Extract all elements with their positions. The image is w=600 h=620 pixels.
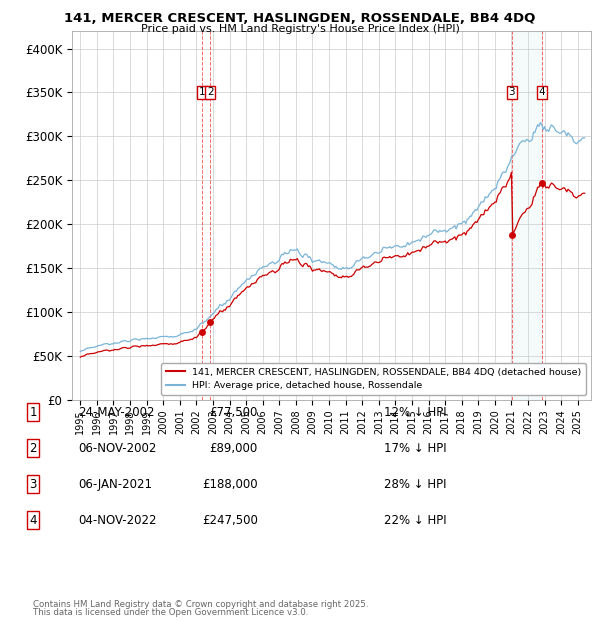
Text: £247,500: £247,500 <box>202 514 258 526</box>
Text: 4: 4 <box>29 514 37 526</box>
Text: This data is licensed under the Open Government Licence v3.0.: This data is licensed under the Open Gov… <box>33 608 308 617</box>
Text: Contains HM Land Registry data © Crown copyright and database right 2025.: Contains HM Land Registry data © Crown c… <box>33 600 368 609</box>
Legend: 141, MERCER CRESCENT, HASLINGDEN, ROSSENDALE, BB4 4DQ (detached house), HPI: Ave: 141, MERCER CRESCENT, HASLINGDEN, ROSSEN… <box>161 363 586 395</box>
Text: £188,000: £188,000 <box>202 478 258 490</box>
Text: 3: 3 <box>29 478 37 490</box>
Text: 17% ↓ HPI: 17% ↓ HPI <box>384 442 446 454</box>
Text: 3: 3 <box>508 87 515 97</box>
Bar <box>512 31 542 400</box>
Text: 4: 4 <box>539 87 545 97</box>
Text: 1: 1 <box>29 406 37 419</box>
Text: 1: 1 <box>199 87 206 97</box>
Text: 22% ↓ HPI: 22% ↓ HPI <box>384 514 446 526</box>
Text: 24-MAY-2002: 24-MAY-2002 <box>78 406 155 419</box>
Text: 06-JAN-2021: 06-JAN-2021 <box>78 478 152 490</box>
Text: 28% ↓ HPI: 28% ↓ HPI <box>384 478 446 490</box>
Text: Price paid vs. HM Land Registry's House Price Index (HPI): Price paid vs. HM Land Registry's House … <box>140 24 460 33</box>
Text: 2: 2 <box>29 442 37 454</box>
Text: 2: 2 <box>207 87 214 97</box>
Text: 04-NOV-2022: 04-NOV-2022 <box>78 514 157 526</box>
Text: 06-NOV-2002: 06-NOV-2002 <box>78 442 157 454</box>
Text: 12% ↓ HPI: 12% ↓ HPI <box>384 406 446 419</box>
Text: 141, MERCER CRESCENT, HASLINGDEN, ROSSENDALE, BB4 4DQ: 141, MERCER CRESCENT, HASLINGDEN, ROSSEN… <box>64 12 536 25</box>
Text: £77,500: £77,500 <box>209 406 258 419</box>
Text: £89,000: £89,000 <box>210 442 258 454</box>
